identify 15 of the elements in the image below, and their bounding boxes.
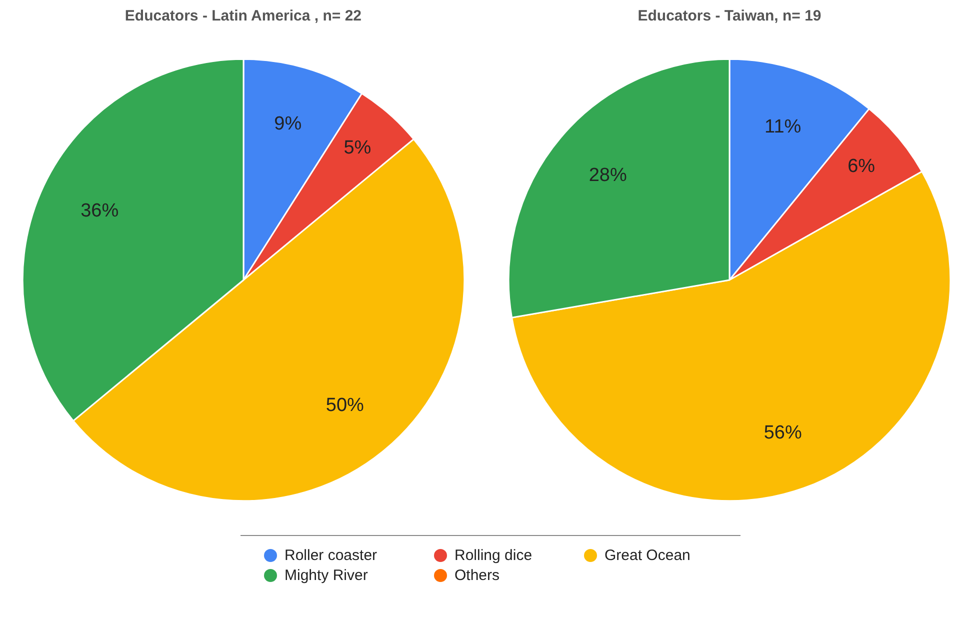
data-label: 5% <box>344 137 372 158</box>
slice-label: Educators - Latin America , n= 22 <box>124 8 362 24</box>
data-label: 6% <box>848 156 876 178</box>
data-label: 11% <box>764 116 802 138</box>
data-label: 36% <box>80 200 119 222</box>
legend-label: Others <box>454 567 500 584</box>
data-label: 28% <box>588 164 627 186</box>
slice-label: Educators - Taiwan, n= 19 <box>638 8 822 24</box>
data-label: 50% <box>326 394 364 416</box>
data-label: 9% <box>274 113 302 134</box>
legend-label: Great Ocean <box>604 547 690 564</box>
legend-label: Roller coaster <box>284 547 378 564</box>
legend-label: Mighty River <box>284 567 368 584</box>
legend-label: Rolling dice <box>454 547 532 564</box>
data-label: 56% <box>764 422 802 444</box>
